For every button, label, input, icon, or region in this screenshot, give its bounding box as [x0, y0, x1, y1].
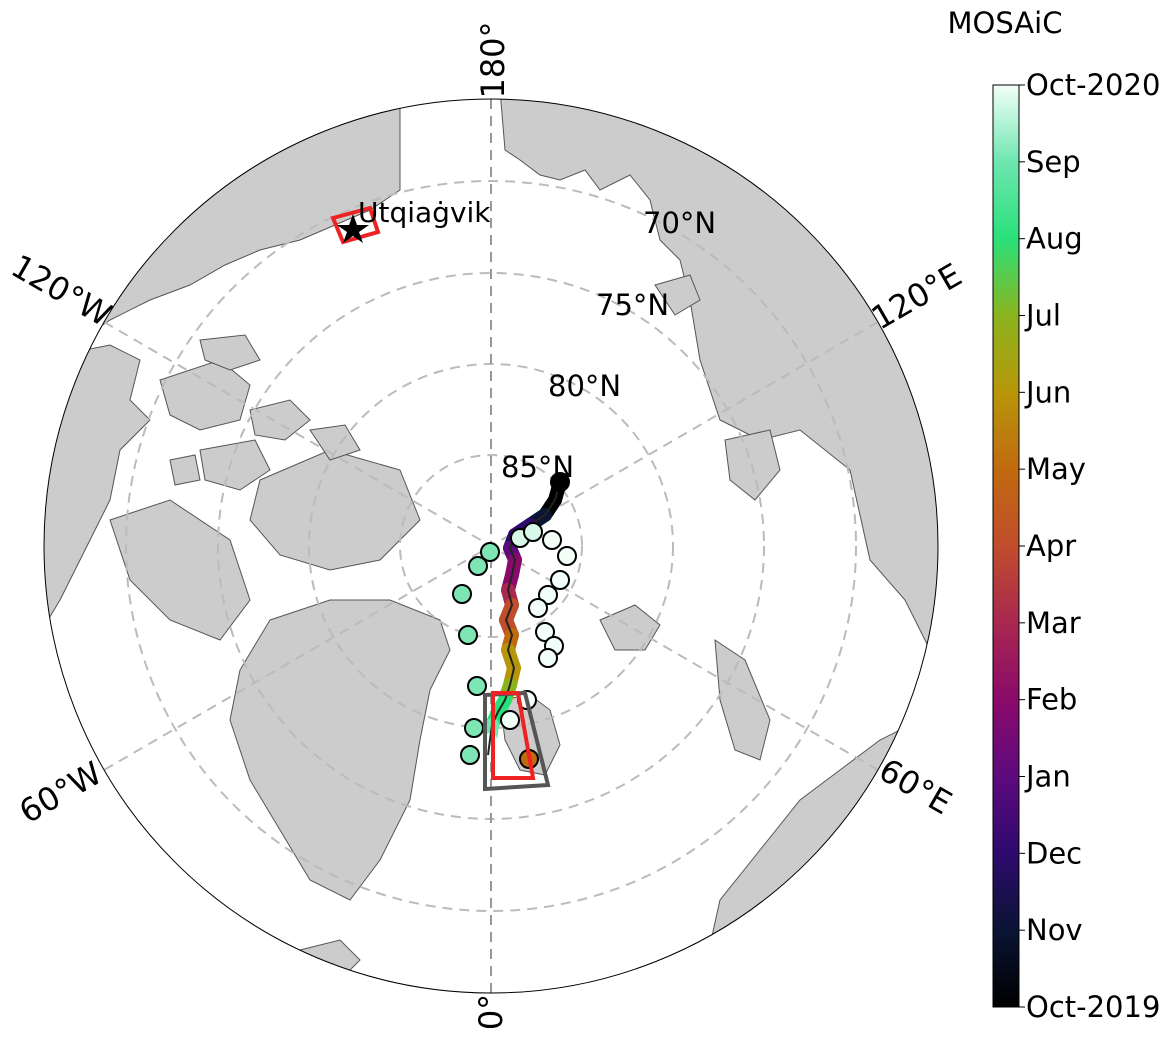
meridian-label-120w: 120°W [5, 247, 118, 334]
mosaic-drift-track [452, 472, 577, 769]
land-franz-josef [599, 604, 661, 651]
meridian-label-180: 180° [474, 21, 512, 98]
colorbar-tick-label: Dec [1026, 836, 1082, 870]
drift-position-marker [523, 522, 543, 542]
map-disc [43, 98, 939, 994]
colorbar-tick-label: Jul [1024, 299, 1061, 333]
parallel-label-85: 85°N [501, 450, 574, 484]
parallel-70-line [125, 180, 857, 912]
meridian-label-0: 0° [472, 994, 510, 1030]
study-region-box-red [491, 691, 536, 780]
land-arch-islands [169, 399, 361, 486]
drift-position-marker [557, 546, 577, 566]
colorbar-tick-label: Oct-2019 [1026, 990, 1160, 1024]
utqiagvik-box-red [330, 205, 381, 245]
colorbar-tick-label: Feb [1026, 683, 1077, 717]
meridian-label-120e: 120°E [865, 256, 968, 338]
colorbar-tick-label: Jun [1024, 375, 1071, 409]
colorbar-gradient [992, 84, 1020, 1008]
drift-position-marker [538, 585, 558, 605]
colorbar-tick-label: Nov [1026, 913, 1083, 947]
drift-position-marker [500, 710, 520, 730]
figure-title: MOSAiC [948, 6, 1063, 40]
land-devon-island [199, 439, 271, 491]
land-canada [44, 344, 151, 692]
colorbar-tick-label: May [1026, 452, 1086, 486]
colorbar-tick-label: Sep [1026, 145, 1081, 179]
colorbar-ticks: Oct-2019 Nov Dec Jan Feb Mar Apr May Jun Jul Aug Se… [1019, 68, 1160, 1024]
star-icon [337, 214, 369, 243]
colorbar-tick-label: Aug [1026, 222, 1083, 256]
colorbar-tick-label: Jan [1024, 760, 1071, 794]
land-novaya-zemlya [714, 639, 771, 761]
land-greenland [229, 599, 451, 901]
drift-position-marker [452, 584, 472, 604]
meridian-label-60w: 60°W [13, 754, 109, 831]
land-new-siberian-islands [654, 274, 701, 316]
drift-position-marker [550, 570, 570, 590]
colorbar: Oct-2019 Nov Dec Jan Feb Mar Apr May Jun Jul Aug Se… [992, 68, 1160, 1024]
parallel-label-70: 70°N [643, 206, 716, 240]
drift-position-marker [460, 745, 480, 765]
colorbar-tick-label: Mar [1026, 606, 1081, 640]
drift-position-marker [528, 598, 548, 618]
colorbar-tick-label: Oct-2020 [1026, 68, 1160, 102]
colorbar-tick-label: Apr [1026, 529, 1076, 563]
drift-start-marker [550, 472, 570, 492]
map-boundary [43, 98, 939, 994]
drift-position-marker [467, 676, 487, 696]
land-baffin-island [109, 499, 251, 641]
site-label: Utqiaġvik [358, 196, 491, 229]
parallel-label-80: 80°N [548, 369, 621, 403]
parallel-label-75: 75°N [596, 288, 669, 322]
drift-position-marker [542, 530, 562, 550]
drift-position-marker [538, 648, 558, 668]
parallel-85-line [399, 454, 583, 638]
drift-position-marker [535, 622, 555, 642]
drift-position-marker [468, 556, 488, 576]
drift-position-marker [480, 542, 500, 562]
meridian-label-60e: 60°E [873, 751, 959, 822]
drift-position-marker [464, 718, 484, 738]
land-banks-island [199, 334, 261, 371]
drift-position-marker [458, 625, 478, 645]
